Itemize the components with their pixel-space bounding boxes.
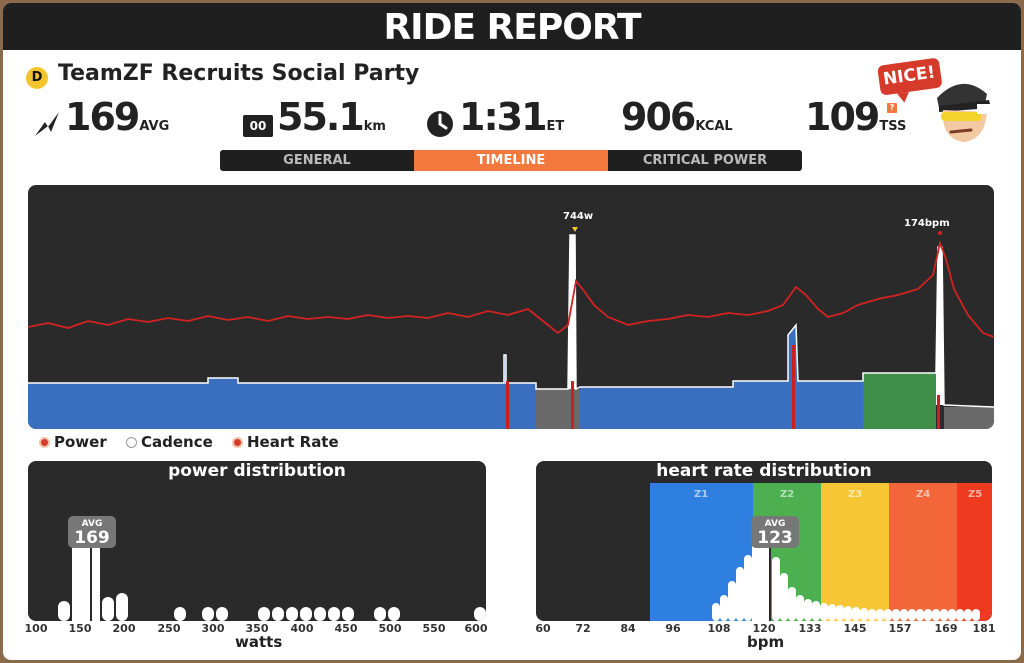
distance-unit: km	[363, 119, 386, 134]
legend-heart-rate[interactable]: Heart Rate	[232, 433, 339, 451]
hr-tick: 84	[620, 622, 636, 635]
avg-power-unit: AVG	[139, 119, 170, 134]
report-tabs: GENERAL TIMELINE CRITICAL POWER	[220, 150, 802, 171]
heart-rate-avg-value: 123	[757, 528, 793, 548]
tab-critical-power[interactable]: CRITICAL POWER	[642, 153, 768, 168]
zone-label-z3: Z3	[848, 489, 863, 500]
power-tick: 300	[201, 622, 225, 635]
tab-general[interactable]: GENERAL	[283, 153, 351, 168]
hr-tick: 120	[752, 622, 776, 635]
legend-cadence[interactable]: Cadence	[125, 433, 213, 451]
tss-help-icon[interactable]: ?	[887, 103, 897, 113]
stat-avg-power: 169AVG	[33, 95, 169, 139]
power-avg-value: 169	[74, 528, 110, 548]
event-name: TeamZF Recruits Social Party	[58, 61, 420, 86]
stat-tss: 109TSS ?	[805, 95, 906, 139]
tss-unit: TSS	[879, 119, 907, 134]
power-area-hard	[863, 373, 936, 429]
odometer-icon: 00	[243, 114, 273, 137]
hr-tick: 60	[535, 622, 551, 635]
legend-heart-rate-label: Heart Rate	[247, 433, 339, 451]
power-tick: 100	[24, 622, 48, 635]
power-avg-label: AVG	[81, 519, 103, 529]
power-tick: 550	[422, 622, 446, 635]
heart-rate-line	[28, 239, 994, 338]
hr-tick: 72	[575, 622, 591, 635]
heart-rate-dot-icon	[232, 437, 243, 448]
power-tick: 350	[245, 622, 269, 635]
power-avg-marker: AVG 169	[68, 516, 116, 548]
elapsed-time-value: 1:31	[459, 95, 548, 139]
power-histogram	[58, 537, 486, 621]
power-distribution-title: power distribution	[168, 461, 346, 481]
power-tick: 250	[157, 622, 181, 635]
hr-tick: 108	[707, 622, 731, 635]
distance-value: 55.1	[277, 95, 365, 139]
tab-timeline[interactable]: TIMELINE	[414, 150, 608, 171]
power-area-mid	[580, 325, 863, 429]
timeline-legend: Power Cadence Heart Rate	[39, 433, 353, 457]
hr-tick: 169	[934, 622, 958, 635]
cyclist-mascot-icon: NICE!	[877, 58, 999, 148]
clock-icon	[425, 109, 455, 143]
hr-tick: 157	[888, 622, 912, 635]
power-dot-icon	[39, 437, 50, 448]
power-tick: 150	[68, 622, 92, 635]
power-distribution-chart: power distribution	[28, 461, 486, 621]
elapsed-time-unit: ET	[546, 119, 565, 134]
power-axis-title: watts	[235, 633, 283, 651]
hr-tick: 145	[843, 622, 867, 635]
timeline-chart: 744w 174bpm	[28, 185, 994, 429]
hr-tick: 133	[798, 622, 822, 635]
hr-tick: 181	[972, 622, 996, 635]
heart-rate-distribution-chart: heart rate distribution	[536, 461, 992, 621]
legend-power-label: Power	[54, 433, 107, 451]
category-badge: D	[26, 67, 48, 89]
power-area-cooldown	[944, 407, 994, 429]
power-bolt-icon	[33, 110, 61, 142]
legend-power[interactable]: Power	[39, 433, 107, 451]
stat-distance: 00 55.1km	[243, 95, 386, 139]
power-line	[28, 234, 994, 408]
zone-label-z2: Z2	[780, 489, 795, 500]
odometer-icon-text: 00	[249, 118, 267, 133]
calories-unit: KCAL	[695, 119, 733, 134]
heart-rate-avg-marker: AVG 123	[751, 516, 799, 548]
stat-calories: 906KCAL	[621, 95, 733, 139]
power-tick: 600	[464, 622, 488, 635]
power-tick: 450	[334, 622, 358, 635]
heart-rate-axis-ticks: 60 72 84 96 108 120 133 145 157 169 181	[535, 622, 995, 638]
power-axis-ticks: 100 150 200 250 300 350 400 450 500 550 …	[24, 622, 488, 638]
zone-label-z4: Z4	[916, 489, 931, 500]
title-bar: RIDE REPORT	[3, 3, 1021, 50]
power-tick: 200	[112, 622, 136, 635]
tss-value: 109	[805, 95, 880, 139]
heart-rate-distribution-title: heart rate distribution	[656, 461, 872, 481]
legend-cadence-label: Cadence	[140, 433, 213, 451]
power-area-recovery	[536, 389, 580, 429]
hr-tick: 96	[665, 622, 681, 635]
power-tick: 500	[378, 622, 402, 635]
zone-label-z5: Z5	[968, 489, 983, 500]
peak-hr-label: 174bpm	[904, 218, 950, 229]
power-area-main	[28, 355, 536, 429]
heart-rate-histogram	[712, 545, 980, 621]
ride-report-window: RIDE REPORT D TeamZF Recruits Social Par…	[3, 3, 1021, 660]
zone-label-z1: Z1	[694, 489, 709, 500]
peak-power-label: 744w	[563, 211, 594, 222]
power-tick: 400	[290, 622, 314, 635]
avg-power-value: 169	[65, 95, 140, 139]
heart-rate-avg-label: AVG	[764, 519, 786, 529]
page-title: RIDE REPORT	[383, 7, 641, 48]
cadence-dot-icon	[125, 437, 137, 448]
stat-elapsed-time: 1:31ET	[425, 95, 564, 139]
calories-value: 906	[621, 95, 696, 139]
heart-rate-axis-title: bpm	[747, 633, 785, 651]
